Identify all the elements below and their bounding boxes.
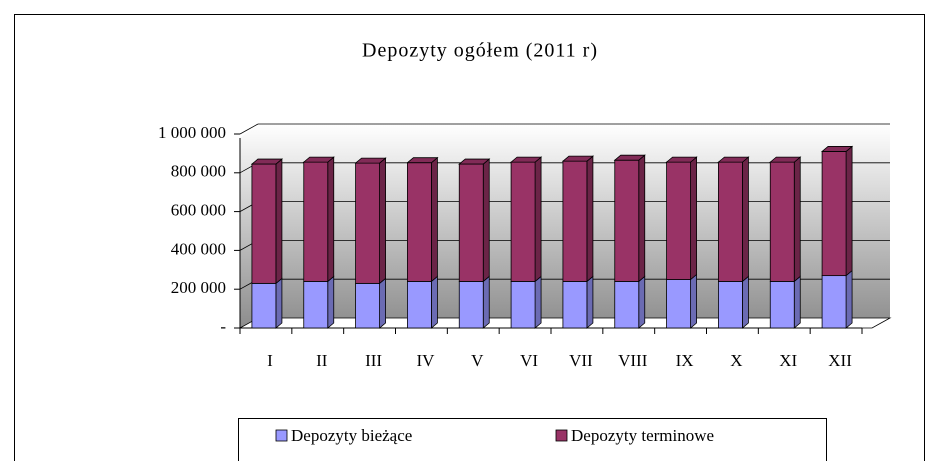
bar-top — [250, 158, 284, 165]
legend-swatch — [275, 429, 288, 442]
y-tick-label: 400 000 — [171, 239, 226, 258]
bar — [718, 161, 743, 282]
bar-side — [431, 156, 438, 283]
bar-side — [482, 275, 490, 329]
bar-side — [638, 275, 646, 329]
bar-side — [845, 269, 853, 329]
bar-side — [431, 275, 438, 329]
legend-label: Depozyty bieżące — [291, 426, 412, 445]
bar — [407, 281, 432, 329]
grid-line — [239, 123, 259, 135]
legend-label: Depozyty terminowe — [571, 426, 714, 445]
bar — [251, 282, 277, 329]
x-tick-label: I — [267, 351, 273, 370]
y-tick-label: 200 000 — [171, 278, 226, 297]
bar-side — [690, 156, 697, 281]
bar-top — [769, 156, 802, 163]
bar-top — [717, 156, 750, 163]
x-tick-label: VI — [520, 351, 538, 370]
bar-top — [509, 156, 543, 163]
x-tick-label: IV — [416, 351, 435, 370]
bar — [769, 161, 795, 282]
bar-top — [354, 157, 387, 164]
bar-side — [845, 145, 853, 277]
bar — [355, 282, 380, 329]
x-tick-label: X — [730, 351, 742, 370]
bar-side — [275, 158, 283, 285]
bar-side — [742, 275, 749, 329]
bar-side — [586, 155, 594, 283]
bar — [614, 281, 640, 329]
bar-side — [482, 158, 490, 283]
bar — [562, 160, 588, 282]
bar — [821, 151, 847, 277]
bar-side — [793, 156, 801, 283]
bar-top — [665, 156, 698, 163]
y-tick-label: 800 000 — [171, 162, 226, 181]
bar-side — [638, 154, 646, 283]
bar-side — [379, 277, 386, 329]
bar-top — [561, 155, 595, 162]
bar-side — [534, 156, 542, 283]
bar-top — [406, 157, 439, 164]
x-tick-label: IX — [676, 351, 694, 370]
x-tick-label: II — [316, 351, 328, 370]
bar — [666, 161, 691, 280]
bar-top — [302, 156, 335, 163]
y-tick-label: 1 000 000 — [158, 123, 226, 142]
bar — [303, 281, 329, 329]
x-tick-label: XI — [779, 351, 797, 370]
x-tick-label: VII — [569, 351, 593, 370]
legend-swatch — [555, 429, 568, 442]
y-tick-label: 600 000 — [171, 201, 226, 220]
bar-side — [793, 275, 801, 329]
bar-side — [327, 156, 335, 283]
bar — [510, 281, 536, 329]
bar — [355, 162, 380, 284]
bar-side — [327, 275, 335, 329]
bar — [458, 281, 484, 329]
bar-side — [275, 277, 283, 329]
bar-top — [613, 154, 646, 161]
bar — [251, 163, 277, 284]
bar-side — [586, 275, 594, 329]
legend — [238, 418, 827, 461]
bar — [562, 281, 588, 329]
chart-title: Depozyty ogółem (2011 r) — [362, 40, 598, 62]
bar-side — [742, 156, 749, 283]
bar — [821, 275, 847, 329]
bar-side — [534, 275, 542, 329]
bar — [458, 163, 484, 282]
x-tick-label: III — [365, 351, 382, 370]
bar-side — [690, 273, 697, 329]
bar — [303, 161, 329, 282]
y-tick-label: - — [220, 317, 226, 336]
bar — [407, 162, 432, 282]
bar-side — [379, 157, 386, 285]
x-tick-label: XII — [828, 351, 852, 370]
bar-top — [458, 158, 491, 165]
bar — [769, 281, 795, 329]
bar — [718, 281, 743, 329]
x-tick-label: VIII — [618, 351, 648, 370]
bar-top — [820, 146, 854, 152]
bar — [510, 161, 536, 282]
bar — [666, 279, 691, 329]
bar — [614, 159, 640, 282]
x-tick-label: V — [471, 351, 484, 370]
